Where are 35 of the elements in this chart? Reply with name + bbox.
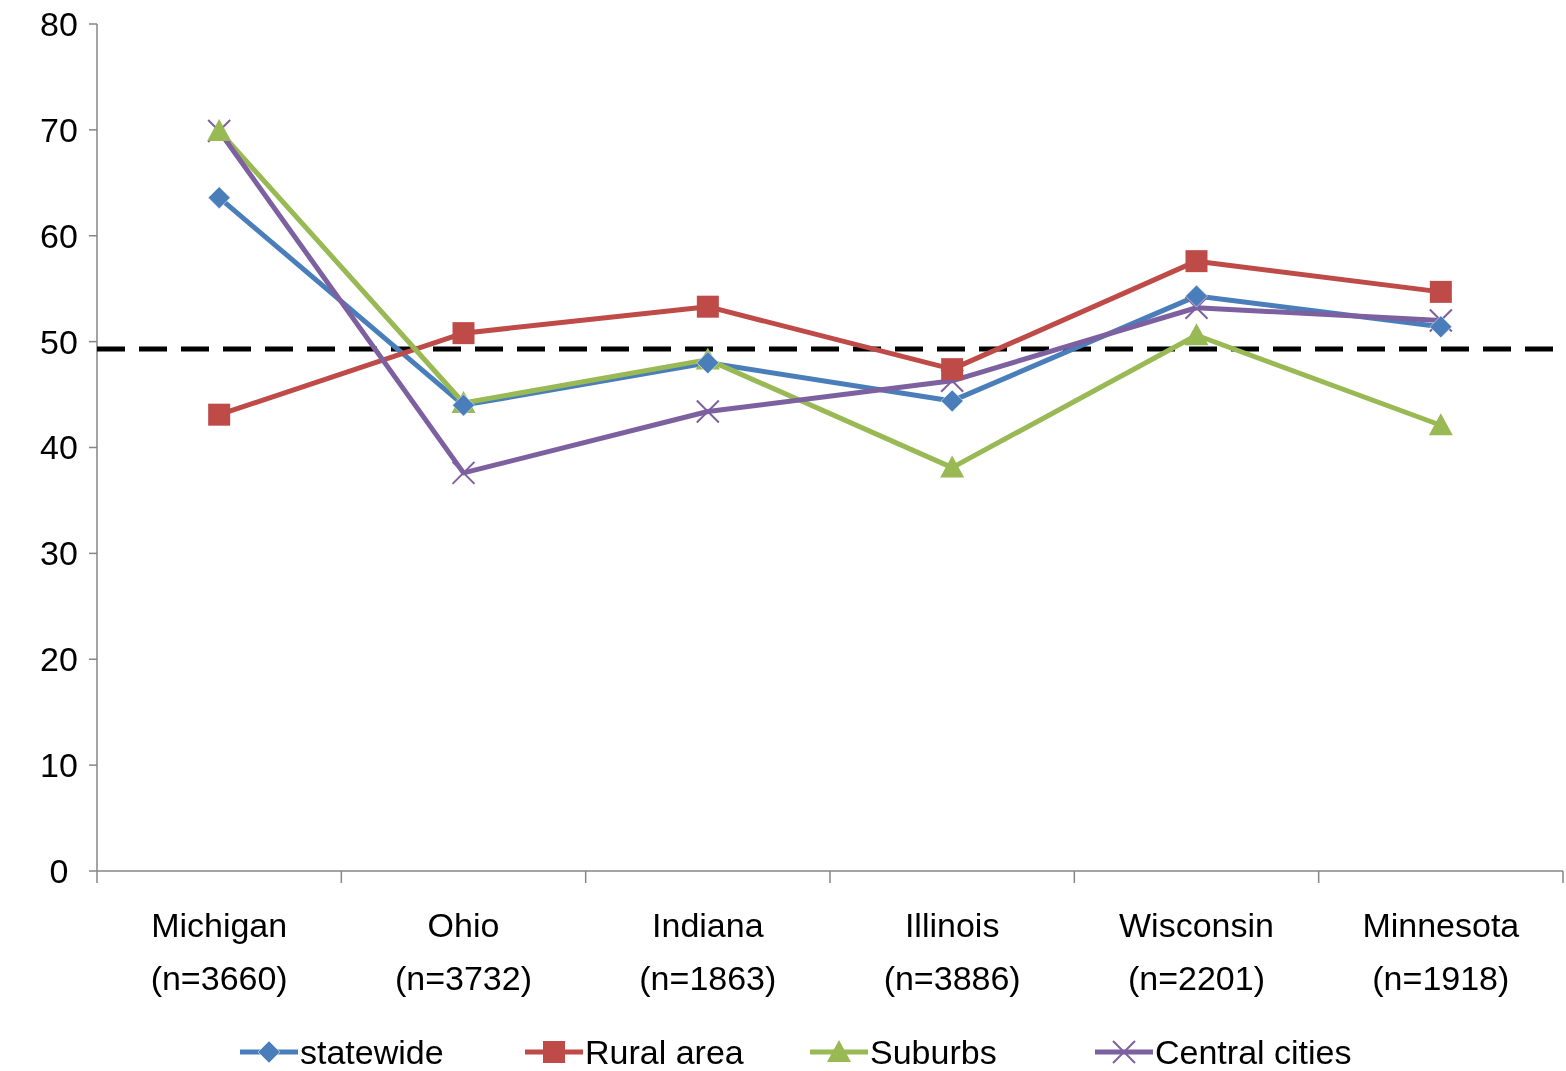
x-tick-label: Indiana (n=1863) [639, 906, 777, 997]
legend-label: Central cities [1155, 1032, 1352, 1071]
legend-label: Rural area [585, 1032, 744, 1071]
point [208, 403, 231, 426]
y-tick-label: 0 [49, 851, 69, 890]
y-tick-label: 80 [40, 4, 78, 43]
x-tick-label: Michigan (n=3660) [150, 906, 288, 997]
point [696, 351, 720, 375]
point [452, 322, 475, 345]
y-tick-label: 20 [40, 640, 78, 679]
x-tick-label: Illinois (n=3886) [883, 906, 1021, 997]
point [940, 455, 965, 478]
point [695, 399, 720, 424]
x-tick-label: Minnesota (n=1918) [1362, 906, 1520, 997]
legend-label: Suburbs [870, 1032, 997, 1071]
y-tick-label: 70 [40, 110, 78, 149]
point [940, 389, 964, 413]
y-tick-label: 10 [40, 746, 78, 785]
point [1184, 323, 1209, 346]
point [941, 358, 964, 381]
point [696, 295, 719, 318]
x-tick-label: Wisconsin (n=2201) [1119, 906, 1274, 997]
point [451, 460, 476, 485]
legend-label: statewide [300, 1032, 444, 1071]
point [1429, 280, 1452, 303]
y-tick-label: 60 [40, 216, 78, 255]
y-tick-label: 40 [40, 428, 78, 467]
point [207, 186, 231, 209]
point [1185, 250, 1208, 273]
x-tick-label: Ohio (n=3732) [394, 906, 533, 997]
point [1428, 413, 1453, 436]
y-tick-label: 30 [40, 534, 78, 573]
y-tick-label: 50 [40, 322, 78, 361]
point [1429, 315, 1453, 339]
point [1185, 284, 1208, 308]
